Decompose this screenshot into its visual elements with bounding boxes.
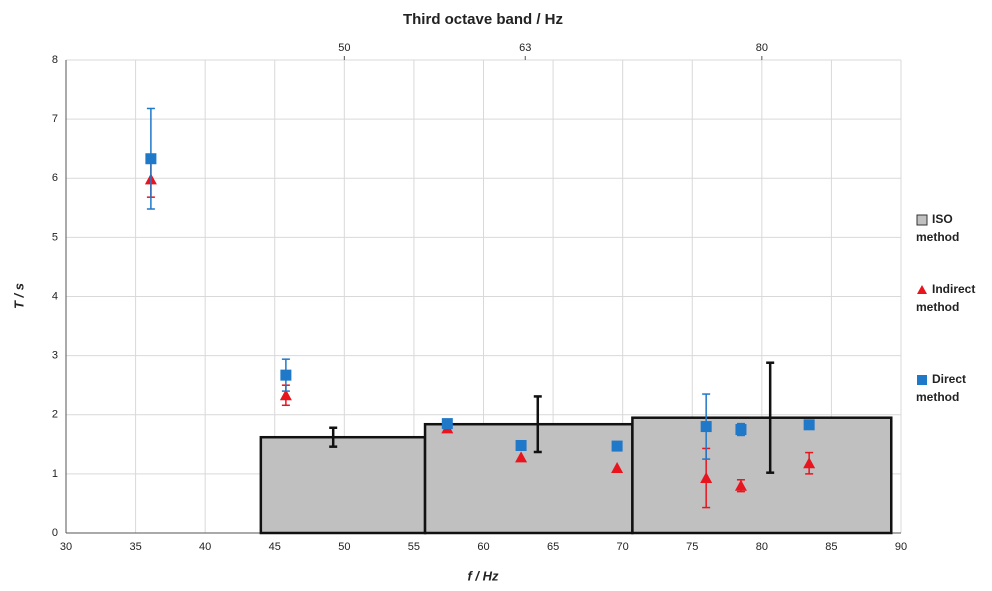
legend-swatch [916, 214, 928, 226]
y-tick-label: 5 [52, 231, 58, 243]
legend-swatch [917, 374, 927, 385]
marker [515, 439, 527, 451]
x-tick-label: 35 [129, 541, 141, 553]
marker [611, 461, 624, 473]
y-tick-label: 6 [52, 172, 58, 184]
bar [423, 422, 634, 535]
marker [515, 451, 528, 463]
error-bar [329, 426, 338, 448]
marker [145, 153, 157, 165]
error-bar [533, 395, 542, 454]
marker [803, 419, 815, 431]
x-tick-label: 40 [199, 541, 211, 553]
x2-tick-label: 63 [519, 42, 531, 54]
marker [611, 440, 623, 452]
legend-swatch [917, 284, 927, 294]
bar [631, 416, 893, 535]
x-tick-label: 85 [825, 541, 837, 553]
marker [280, 369, 292, 381]
legend-label: Indirect method [916, 282, 976, 314]
y-tick-label: 1 [52, 468, 58, 480]
legend-item: Indirect method [916, 280, 992, 316]
error-bar [766, 361, 775, 474]
x-tick-label: 70 [617, 541, 629, 553]
legend-item: Direct method [916, 370, 992, 406]
legend-label: Direct method [916, 372, 967, 404]
y-tick-label: 3 [52, 350, 58, 362]
x-tick-label: 45 [269, 541, 281, 553]
x-tick-label: 30 [60, 541, 72, 553]
x2-tick-label: 80 [756, 42, 768, 54]
marker [441, 418, 453, 430]
y-axis-title: T / s [11, 283, 26, 309]
bar [259, 435, 427, 535]
x-tick-label: 75 [686, 541, 698, 553]
x-tick-label: 55 [408, 541, 420, 553]
x-tick-label: 80 [756, 541, 768, 553]
marker [279, 389, 292, 401]
marker [734, 479, 747, 491]
x-axis-title: f / Hz [467, 568, 499, 583]
x-tick-label: 65 [547, 541, 559, 553]
marker [700, 421, 712, 433]
chart-title: Third octave band / Hz [403, 11, 563, 28]
x-tick-label: 90 [895, 541, 907, 553]
marker [803, 457, 816, 469]
legend-item: ISO method [916, 210, 992, 246]
y-tick-label: 8 [52, 54, 58, 66]
marker [700, 472, 713, 484]
y-tick-label: 7 [52, 113, 58, 125]
y-tick-label: 4 [52, 290, 58, 302]
x-tick-label: 50 [338, 541, 350, 553]
x-tick-label: 60 [477, 541, 489, 553]
y-tick-label: 0 [52, 527, 58, 539]
marker [735, 424, 747, 436]
legend-label: ISO method [916, 212, 960, 244]
x2-tick-label: 50 [338, 42, 350, 54]
y-tick-label: 2 [52, 409, 58, 421]
